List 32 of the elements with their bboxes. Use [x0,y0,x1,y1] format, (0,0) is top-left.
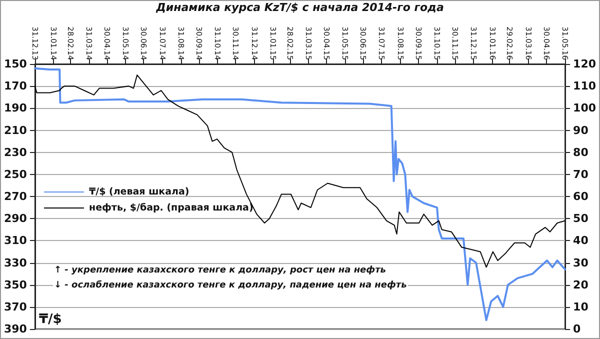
y2-tick-label: 100 [573,102,596,115]
y-tick-label: 310 [4,234,28,248]
y2-tick-label: 20 [573,278,589,292]
y-tick-label: 150 [4,58,28,70]
y2-tick-label: 50 [573,212,589,226]
y-axis-title: ₸/$ [39,312,62,327]
annotation: ↓ - ослабление казахского тенге к доллару, падение цен на нефть [54,280,408,290]
y2-tick-label: 90 [573,124,589,137]
y2-tick-label: 110 [573,80,596,93]
y2-tick-label: 80 [573,146,589,159]
y2-tick-label: 70 [573,168,589,181]
y-tick-label: 350 [4,278,28,292]
y-tick-label: 290 [4,212,28,226]
chart-title: Динамика курса KzT/$ с начала 2014-го года [155,1,444,14]
legend-label: ₸/$ (левая шкала) [89,186,190,198]
legend-label: нефть, $/бар. (правая шкала) [89,202,254,214]
y2-tick-label: 10 [573,300,589,314]
y-tick-label: 370 [4,300,28,314]
annotation: ↑ - укрепление казахского тенге к доллару, рост цен на нефть [54,266,386,276]
y-tick-label: 250 [4,168,28,181]
y-tick-label: 230 [4,146,28,159]
y-tick-label: 330 [4,256,28,270]
y2-tick-label: 40 [573,234,589,248]
y-tick-label: 210 [4,124,28,137]
y2-tick-label: 30 [573,256,589,270]
y2-tick-label: 0 [573,322,582,336]
y-tick-label: 390 [4,322,28,336]
y-tick-label: 190 [4,102,28,115]
y2-tick-label: 60 [573,190,589,203]
y2-tick-label: 120 [573,58,596,70]
y-tick-label: 170 [4,80,28,93]
y-tick-label: 270 [4,190,28,203]
